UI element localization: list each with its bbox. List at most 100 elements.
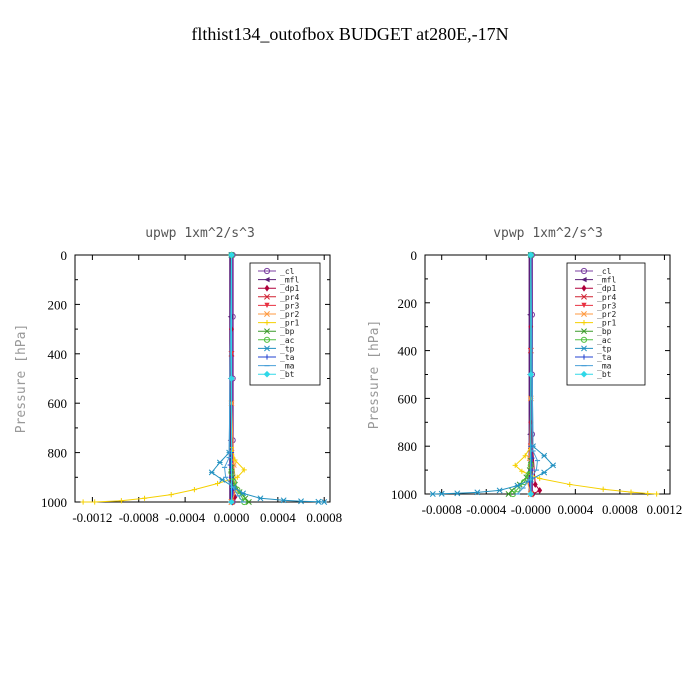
data-point-pr1 [519, 468, 525, 474]
data-point-bp [245, 499, 252, 505]
legend-label: _cl [597, 267, 612, 276]
legend-marker [581, 328, 587, 335]
legend-label: _pr1 [280, 319, 299, 328]
data-point-tp [257, 495, 264, 502]
legend-label: _pr1 [597, 319, 616, 328]
legend-label: _ac [597, 336, 612, 345]
data-point-tp [454, 490, 461, 497]
data-point-tp [321, 499, 328, 505]
y-tick-label: 800 [398, 439, 418, 454]
y-axis-label: Pressure [hPa] [14, 324, 29, 434]
data-point-ta [529, 455, 535, 461]
chart-panel-vpwp: vpwp 1xm^2/s^3 Pressure [hPa] 0 200 400 600 80… [367, 226, 682, 517]
legend-label: _bp [597, 327, 612, 336]
y-tick-label: 1000 [391, 487, 417, 502]
data-point-dp1 [537, 486, 543, 494]
x-tick-label: 0.0000 [214, 510, 250, 525]
x-tick-label: -0.0004 [466, 502, 507, 517]
data-point-bt [527, 251, 535, 259]
legend-label: _dp1 [597, 284, 616, 293]
data-point-ac [521, 478, 528, 486]
legend-marker [263, 267, 271, 275]
data-point-tp [219, 476, 226, 483]
x-tick-label: -0.0008 [119, 510, 159, 525]
legend-marker [581, 277, 587, 283]
legend-label: _mfl [280, 276, 299, 285]
legend-marker [264, 354, 270, 360]
series-group [429, 251, 660, 498]
data-point-bt [228, 375, 235, 382]
data-point-pr1 [537, 475, 543, 482]
legend-label: _pr4 [280, 293, 299, 302]
data-point-pr1 [241, 467, 247, 473]
legend-label: _bt [597, 370, 612, 379]
legend-marker [263, 370, 271, 378]
data-point-ta [227, 462, 233, 468]
legend-label: _ac [280, 336, 295, 345]
data-point-tp [550, 462, 557, 469]
series-group [80, 251, 328, 506]
y-tick-label: 400 [398, 344, 418, 359]
data-point-bt [228, 498, 235, 506]
legend-label: _tp [597, 344, 612, 353]
data-point-tp [240, 490, 247, 497]
legend-label: _pr4 [597, 293, 616, 302]
legend-marker [580, 370, 588, 378]
data-point-pr1 [628, 489, 634, 495]
legend-marker [580, 267, 588, 275]
legend-label: _ma [280, 362, 295, 371]
legend-box [249, 262, 321, 386]
chart-panel-upwp: upwp 1xm^2/s^3 Pressure [hPa] 0 200 400 600 80… [14, 226, 342, 525]
data-point-pr1 [92, 499, 98, 505]
y-tick-label: 600 [48, 396, 68, 411]
legend-marker [264, 302, 270, 308]
x-tick-label: -0.0004 [165, 510, 206, 525]
data-point-dp1 [532, 480, 538, 488]
data-point-bp [505, 491, 512, 497]
legend-marker [263, 336, 271, 343]
y-tick-label: 400 [48, 347, 68, 362]
legend-marker [580, 336, 588, 343]
series-line-tp [432, 254, 554, 495]
legend-label: _pr3 [597, 301, 616, 310]
legend-marker [581, 345, 587, 352]
data-point-tp [541, 452, 548, 459]
y-tick-label: 200 [398, 296, 418, 311]
data-point-tp [315, 498, 322, 505]
data-point-pr1 [654, 491, 660, 497]
legend-marker [264, 328, 270, 335]
y-tick-label: 0 [61, 248, 68, 263]
chart-title: vpwp 1xm^2/s^3 [493, 226, 603, 241]
legend-label: _bt [280, 370, 295, 379]
data-point-pr1 [600, 486, 606, 492]
x-tick-label: 0.0008 [602, 502, 638, 517]
data-point-tp [208, 469, 215, 476]
y-tick-label: 600 [398, 391, 418, 406]
legend-box [566, 262, 646, 386]
data-point-pr1 [80, 499, 86, 505]
y-tick-label: 200 [48, 297, 68, 312]
legend-marker [264, 311, 270, 317]
legend-label: _bp [280, 327, 295, 336]
data-point-bt [527, 371, 535, 378]
data-point-pr1 [214, 480, 221, 487]
data-point-pr1 [118, 498, 124, 504]
legend-marker [264, 293, 270, 300]
data-point-tp [216, 459, 223, 466]
legend-marker [264, 284, 270, 292]
data-point-pr1 [512, 462, 518, 468]
x-tick-label: 0.0008 [306, 510, 342, 525]
data-point-pr1 [645, 490, 651, 497]
data-point-pr1 [168, 491, 174, 498]
x-tick-label: 0.0012 [647, 502, 683, 517]
x-tick-label: -0.0000 [511, 502, 551, 517]
y-axis-label: Pressure [hPa] [367, 320, 382, 430]
data-point-tp [541, 469, 548, 476]
data-point-tp [474, 489, 481, 496]
data-point-tp [496, 487, 503, 494]
y-tick-label: 1000 [41, 495, 67, 510]
data-point-pr1 [141, 495, 148, 501]
y-tick-label: 800 [48, 446, 68, 461]
legend-marker [581, 284, 587, 292]
legend: _cl_mfl_dp1_pr4_pr3_pr2_pr1_bp_ac_tp_ta_… [566, 262, 646, 386]
